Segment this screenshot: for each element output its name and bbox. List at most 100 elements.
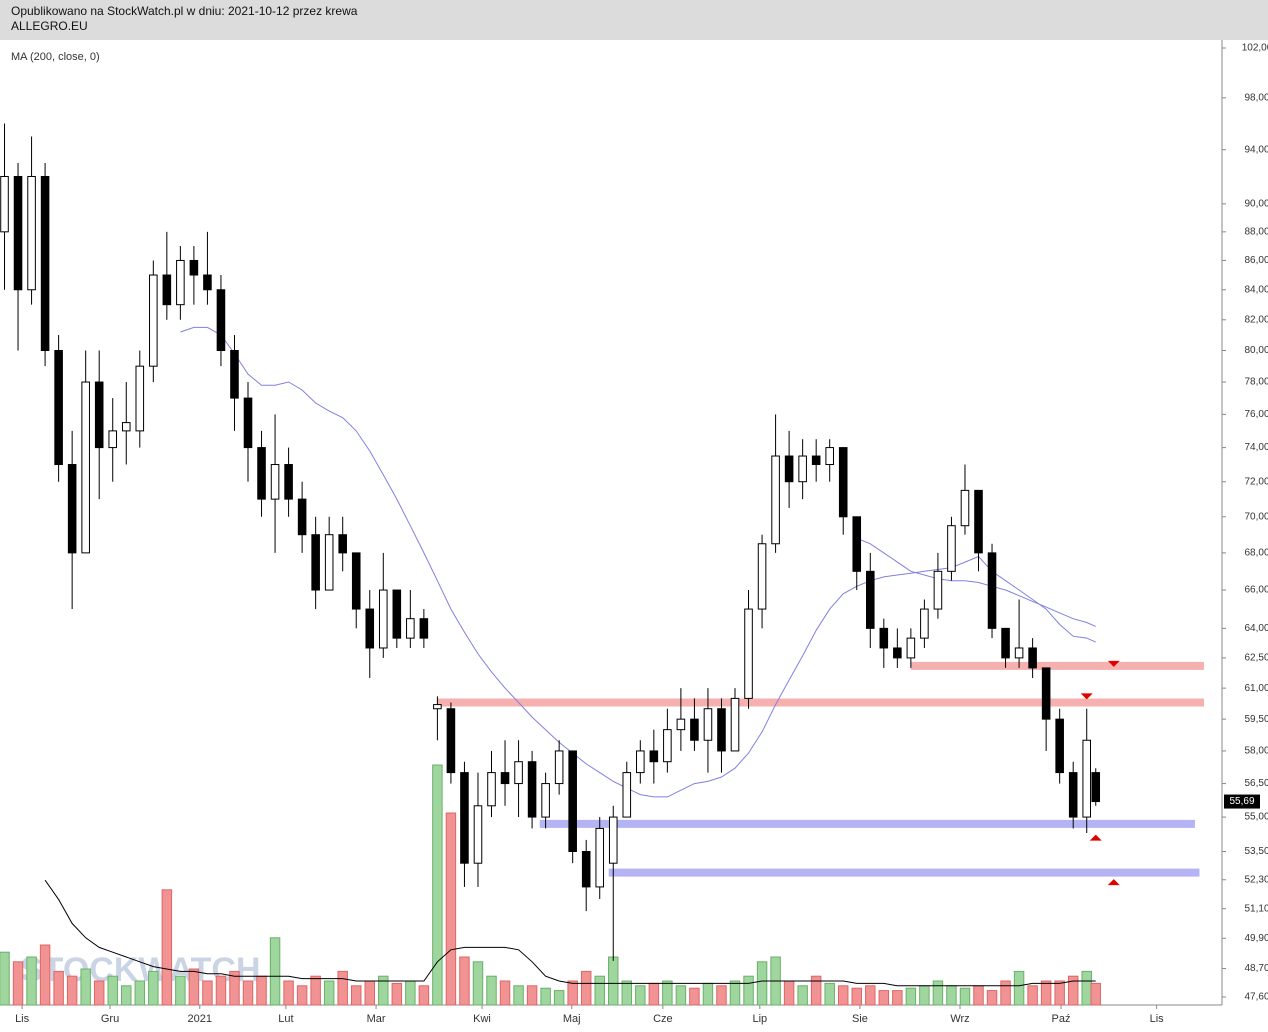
candle-body bbox=[514, 761, 523, 785]
candle-body bbox=[297, 498, 307, 536]
signal-marker bbox=[1107, 879, 1120, 886]
y-tick-label: 94,00 bbox=[1244, 144, 1268, 155]
candle-body bbox=[879, 627, 889, 649]
candle-body bbox=[1028, 647, 1037, 669]
candle-body bbox=[527, 761, 537, 818]
signal-marker bbox=[1080, 693, 1093, 700]
x-tick-label: Lis bbox=[15, 1013, 30, 1025]
candle-body bbox=[121, 422, 131, 432]
candle-body bbox=[1068, 772, 1078, 818]
volume-bar bbox=[1027, 985, 1038, 1006]
volume-bar bbox=[432, 764, 443, 1006]
volume-bar bbox=[662, 980, 673, 1006]
x-tick-label: Paź bbox=[1052, 1013, 1071, 1025]
volume-bar bbox=[986, 990, 998, 1006]
volume-bar bbox=[323, 980, 335, 1006]
volume-bar bbox=[405, 980, 416, 1006]
y-tick-label: 76,00 bbox=[1244, 409, 1268, 420]
volume-bar bbox=[594, 975, 605, 1006]
volume-bar bbox=[1081, 970, 1092, 1006]
volume-bar bbox=[39, 944, 51, 1006]
candle-body bbox=[135, 365, 145, 432]
volume-bar bbox=[188, 968, 200, 1006]
y-tick-label: 53,50 bbox=[1244, 846, 1268, 857]
candle-body bbox=[176, 259, 185, 306]
volume-bar bbox=[729, 980, 741, 1006]
candle-body bbox=[541, 783, 550, 818]
indicator-label: MA (200, close, 0) bbox=[11, 51, 100, 63]
volume-bar bbox=[121, 985, 132, 1006]
y-tick-label: 58,00 bbox=[1244, 746, 1268, 757]
volume-bar bbox=[445, 812, 457, 1006]
y-tick-label: 66,00 bbox=[1244, 585, 1268, 596]
volume-bar bbox=[824, 982, 835, 1006]
candle-body bbox=[487, 772, 496, 807]
candle-body bbox=[338, 534, 347, 554]
candle-body bbox=[622, 772, 632, 818]
volume-bar bbox=[580, 970, 592, 1006]
volume-bar bbox=[865, 985, 876, 1006]
candle-body bbox=[1055, 718, 1064, 774]
candle-body bbox=[784, 455, 794, 483]
volume-bar bbox=[53, 970, 64, 1006]
volume-bar bbox=[1013, 970, 1025, 1006]
volume-bar bbox=[66, 975, 78, 1006]
volume-bar bbox=[621, 980, 633, 1006]
volume-bar bbox=[783, 980, 795, 1006]
x-tick-label: Mar bbox=[367, 1013, 386, 1025]
y-tick-label: 62,50 bbox=[1244, 653, 1268, 664]
candle-body bbox=[636, 750, 645, 774]
candle-body bbox=[906, 637, 916, 659]
x-tick-label: Sie bbox=[852, 1013, 868, 1025]
volume-bar bbox=[702, 982, 714, 1006]
candle-body bbox=[460, 772, 469, 864]
y-tick-label: 74,00 bbox=[1244, 442, 1268, 453]
volume-bar bbox=[973, 985, 984, 1006]
candle-body bbox=[392, 589, 402, 639]
volume-bar bbox=[269, 937, 281, 1006]
candle-body bbox=[838, 447, 848, 518]
volume-bar bbox=[296, 985, 308, 1006]
volume-bar bbox=[161, 889, 173, 1006]
candle-body bbox=[203, 274, 212, 291]
candle-body bbox=[351, 552, 361, 610]
volume-bar bbox=[350, 985, 362, 1006]
volume-bar bbox=[919, 985, 930, 1006]
candle-body bbox=[378, 589, 388, 649]
candle-body bbox=[365, 608, 375, 649]
volume-bar bbox=[878, 990, 890, 1006]
volume-bar bbox=[810, 975, 822, 1006]
candle-body bbox=[852, 516, 862, 572]
y-tick-label: 55,00 bbox=[1244, 812, 1268, 823]
x-tick-label: Lis bbox=[1150, 1013, 1165, 1025]
volume-bar bbox=[107, 975, 118, 1006]
candle-body bbox=[987, 552, 997, 629]
candle-body bbox=[162, 274, 172, 306]
candle-body bbox=[771, 455, 780, 545]
volume-bar bbox=[499, 980, 511, 1006]
candle-body bbox=[149, 274, 158, 367]
candle-body bbox=[67, 464, 77, 554]
volume-bar bbox=[608, 956, 619, 1006]
candle-body bbox=[40, 175, 50, 352]
volume-bar bbox=[242, 980, 254, 1006]
volume-bar bbox=[743, 975, 754, 1006]
candle-body bbox=[649, 750, 659, 763]
volume-bar bbox=[946, 985, 957, 1006]
y-tick-label: 90,00 bbox=[1244, 198, 1268, 209]
y-tick-label: 49,90 bbox=[1244, 933, 1268, 944]
candle-body bbox=[730, 697, 740, 752]
volume-bar bbox=[134, 980, 146, 1006]
volume-bar bbox=[932, 980, 944, 1006]
candle-body bbox=[825, 447, 834, 466]
volume-ma-line bbox=[44, 879, 1096, 987]
volume-bar bbox=[93, 980, 105, 1006]
candle-body bbox=[960, 489, 970, 527]
zone bbox=[539, 819, 1195, 828]
candle-body bbox=[811, 455, 821, 466]
volume-bar bbox=[175, 975, 186, 1006]
volume-bar bbox=[12, 961, 24, 1006]
volume-bar bbox=[202, 980, 213, 1006]
volume-bar bbox=[675, 985, 687, 1006]
candle-body bbox=[230, 350, 239, 399]
